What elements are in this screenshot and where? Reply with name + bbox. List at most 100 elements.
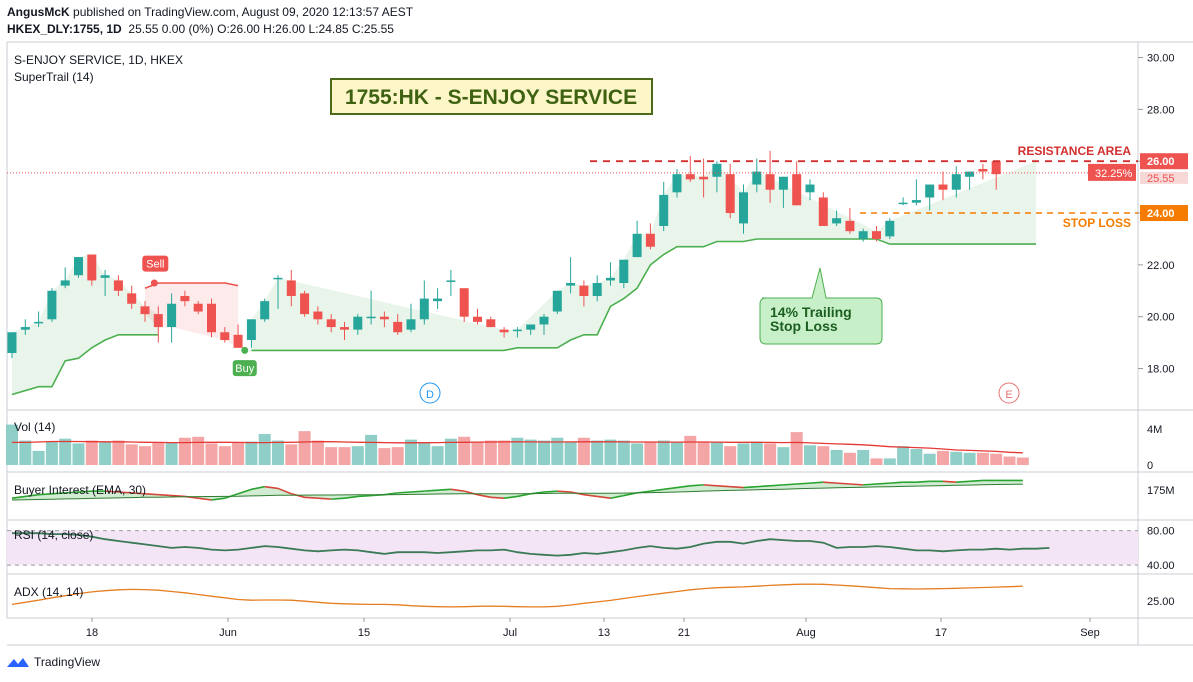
buyer-segment <box>304 496 318 500</box>
volume-bar <box>923 453 936 465</box>
candle <box>127 293 137 304</box>
buyer-segment <box>942 480 957 484</box>
volume-bar <box>205 443 218 465</box>
time-tick-label: 18 <box>86 627 98 639</box>
buyer-title: Buyer Interest (EMA, 30) <box>14 483 146 497</box>
buyer-segment <box>676 484 691 489</box>
dividend-event[interactable] <box>419 382 441 404</box>
candle <box>47 290 57 320</box>
candle <box>938 184 948 190</box>
buyer-segment <box>65 491 79 494</box>
volume-bar <box>325 447 338 465</box>
candle <box>805 184 815 193</box>
buyer-segment <box>743 485 757 489</box>
buyer-segment <box>237 488 252 495</box>
adx-line <box>11 583 1023 608</box>
tradingview-logo-icon <box>7 658 29 667</box>
pct-badge <box>1088 163 1136 181</box>
volume-bar <box>870 458 883 465</box>
candle <box>832 218 842 224</box>
volume-bar <box>59 438 72 465</box>
volume-bar <box>737 443 750 465</box>
buyer-segment <box>956 480 970 484</box>
volume-bar <box>830 449 843 465</box>
candle <box>778 176 788 190</box>
candle <box>393 321 403 333</box>
buyer-segment <box>583 493 598 498</box>
volume-bar <box>192 436 205 465</box>
banner-text: 1755:HK - S-ENJOY SERVICE <box>345 86 637 109</box>
volume-bar <box>764 443 777 465</box>
buyer-segment <box>198 497 212 501</box>
candle <box>632 233 642 258</box>
buyer-segment <box>783 483 797 486</box>
candle <box>100 275 110 278</box>
buy-trail-line <box>251 238 1037 352</box>
candle <box>752 171 762 185</box>
candle <box>792 174 802 206</box>
earnings-event[interactable] <box>998 382 1020 404</box>
volume-bar <box>125 444 138 465</box>
volume-bar <box>45 441 58 465</box>
candle <box>167 303 177 328</box>
volume-bar <box>1003 456 1016 465</box>
buyer-segment <box>823 481 837 484</box>
trailing-callout <box>759 267 883 345</box>
buyer-segment <box>277 487 292 495</box>
volume-title: Vol (14) <box>14 420 55 434</box>
buyer-segment <box>730 485 744 489</box>
price-tick-label: 30.00 <box>1147 53 1175 65</box>
buyer-segment <box>916 480 930 484</box>
time-tick-label: 13 <box>598 627 610 639</box>
candle <box>526 324 536 330</box>
brand-label: TradingView <box>34 655 101 669</box>
chart-header: AngusMcK published on TradingView.com, A… <box>7 4 413 38</box>
volume-bar <box>631 443 644 465</box>
dividend-event-text: D <box>426 389 434 401</box>
volume-bar <box>750 441 763 465</box>
candle <box>273 277 283 280</box>
buyer-segment <box>716 484 731 488</box>
candle <box>419 298 429 320</box>
volume-bar <box>724 446 737 465</box>
sell-marker[interactable] <box>142 255 169 272</box>
buy-dot <box>241 346 249 354</box>
buyer-segment <box>25 493 39 498</box>
publisher-name[interactable]: AngusMcK <box>7 5 70 19</box>
buyer-segment <box>410 490 425 493</box>
candle <box>818 197 828 226</box>
buyer-segment <box>703 484 717 487</box>
buyer-segment <box>397 491 412 494</box>
rsi-line <box>12 532 1050 557</box>
buyer-segment <box>424 489 438 492</box>
buyer-segment <box>796 482 811 485</box>
candle <box>207 303 216 333</box>
close-badge-text: 25.55 <box>1147 173 1175 185</box>
volume-bar <box>564 441 577 465</box>
volume-bar <box>32 450 45 465</box>
candle <box>725 174 735 214</box>
tradingview-footer[interactable]: TradingView <box>6 655 100 669</box>
time-tick-label: Aug <box>796 627 816 639</box>
banner-box <box>330 78 653 115</box>
buyer-segment <box>876 482 890 485</box>
candle <box>220 332 230 341</box>
rsi-tick-label: 40.00 <box>1147 560 1175 572</box>
price-pane-title: S-ENJOY SERVICE, 1D, HKEX <box>14 53 183 67</box>
candle <box>379 316 389 320</box>
ohlc-values: 25.55 0.00 (0%) O:26.00 H:26.00 L:24.85 … <box>128 22 394 36</box>
volume-bar <box>298 431 311 465</box>
buyer-segment <box>251 485 265 491</box>
candle <box>233 334 243 348</box>
volume-bar <box>458 436 471 465</box>
candle <box>872 231 881 239</box>
buyer-segment <box>969 479 983 483</box>
volume-bar <box>963 452 976 465</box>
volume-bar <box>524 439 537 465</box>
buy-marker[interactable] <box>232 360 257 377</box>
volume-bar <box>684 435 697 465</box>
volume-bar <box>285 444 298 465</box>
candle <box>74 257 83 276</box>
buyer-segment <box>78 490 92 493</box>
